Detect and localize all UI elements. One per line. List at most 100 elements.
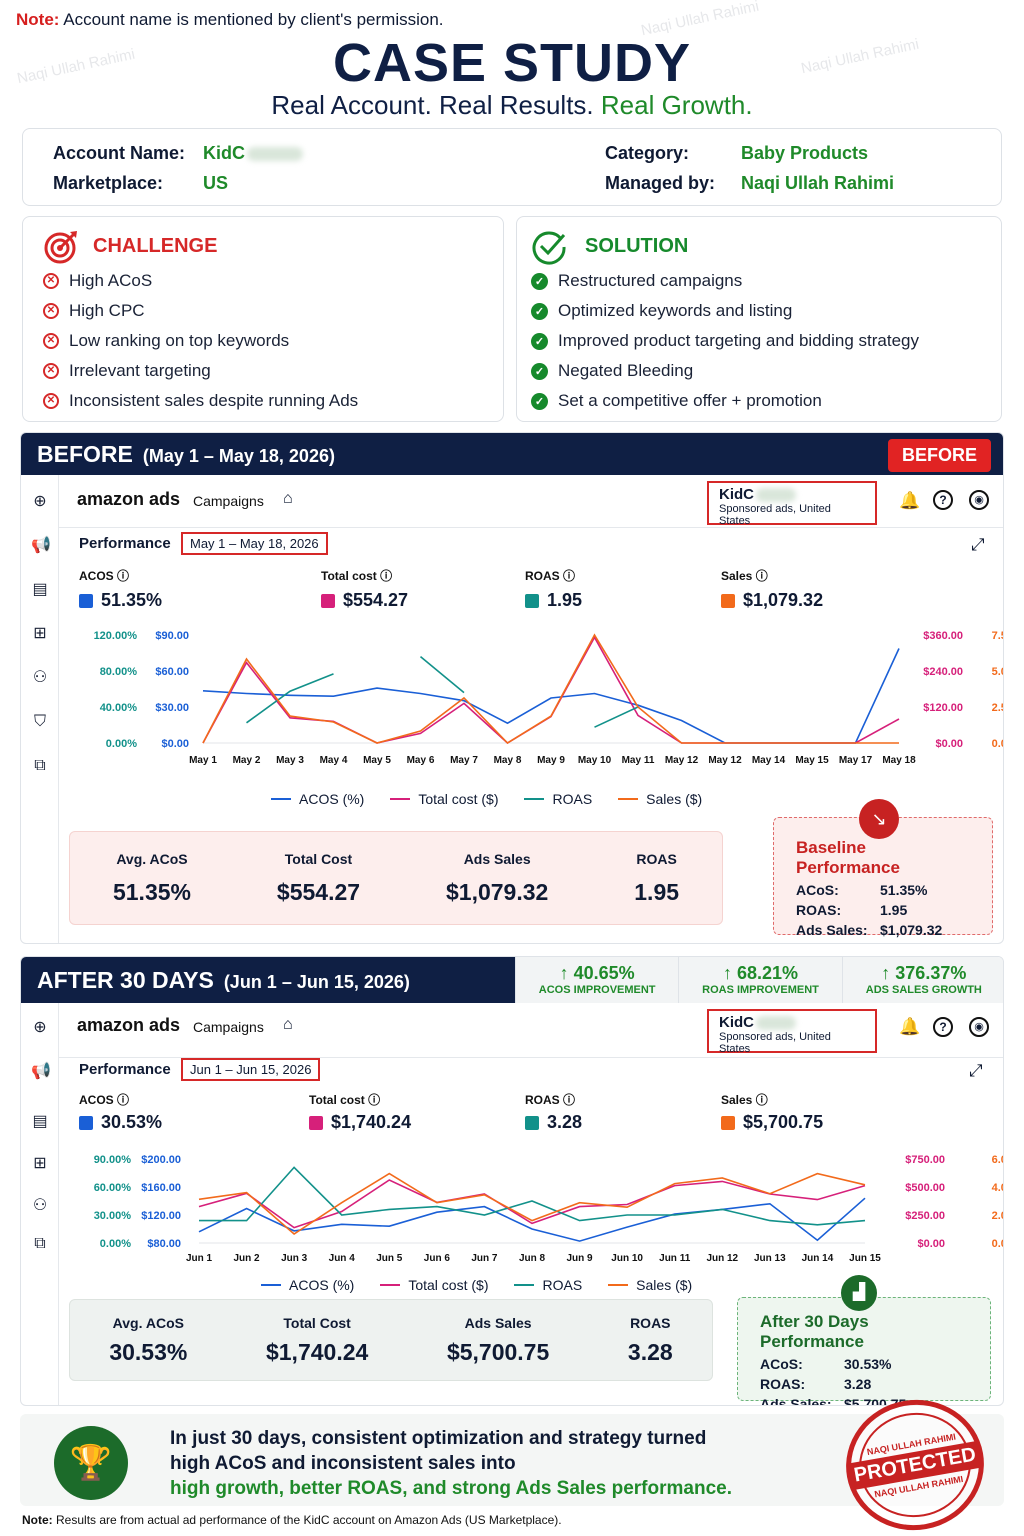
amazon-ads-logo[interactable]: amazon ads — [77, 489, 181, 509]
grid-icon[interactable]: ⊞ — [33, 1155, 47, 1172]
x-tick-label: May 15 — [795, 755, 829, 766]
add-icon[interactable]: ⊕ — [33, 493, 47, 510]
megaphone-icon[interactable]: 📢 — [31, 1063, 51, 1080]
series-line-sales — [198, 1172, 866, 1236]
challenge-item: ✕ Inconsistent sales despite running Ads — [43, 391, 358, 411]
x-circle-icon: ✕ — [43, 273, 59, 289]
gallery-icon[interactable]: ⧉ — [34, 1235, 46, 1252]
metric-acos: ACOS ⓘ 51.35% — [79, 569, 163, 610]
stat-acos-improvement: ↑ 40.65% ACOS IMPROVEMENT — [515, 957, 678, 1003]
legend-acos: ACOS (%) — [271, 791, 364, 807]
account-selector[interactable]: KidC Sponsored ads, United States — [707, 481, 877, 527]
roas-tick: 2.50 — [992, 702, 1004, 714]
cost-tick: $0.00 — [161, 738, 189, 750]
account-icon[interactable]: ◉ — [969, 490, 989, 510]
chart-down-icon: ↘ — [859, 799, 899, 839]
category-label: Category: — [605, 143, 690, 163]
sales-tick: $0.00 — [935, 738, 963, 750]
page-subtitle: Real Account. Real Results. Real Growth. — [271, 90, 753, 120]
date-range-picker[interactable]: Jun 1 – Jun 15, 2026 — [181, 1058, 321, 1081]
challenge-title: CHALLENGE — [93, 235, 218, 257]
date-range-picker[interactable]: May 1 – May 18, 2026 — [181, 532, 328, 555]
legend-acos: ACOS (%) — [261, 1277, 354, 1293]
metric-sales: Sales ⓘ $1,079.32 — [721, 569, 824, 610]
stat-roas-improvement: ↑ 68.21% ROAS IMPROVEMENT — [678, 957, 841, 1003]
clipboard-icon[interactable]: ▤ — [32, 581, 48, 598]
amazon-ads-logo[interactable]: amazon ads — [77, 1015, 181, 1035]
expand-icon[interactable]: ⤢ — [969, 1061, 983, 1080]
challenge-item: ✕ High CPC — [43, 301, 145, 321]
solution-item: ✓ Improved product targeting and bidding … — [531, 331, 919, 351]
after-dates: (Jun 1 – Jun 15, 2026) — [223, 972, 410, 992]
series-line-acos — [198, 1197, 866, 1242]
permission-note: Note: Account name is mentioned by clien… — [16, 10, 444, 29]
side-rail: ⊕ 📢 ▤ ⊞ ⚇ ⧉ — [21, 1003, 59, 1405]
roas-tick: 0.00 — [992, 738, 1004, 750]
improvement-stats: ↑ 40.65% ACOS IMPROVEMENT ↑ 68.21% ROAS IM… — [515, 957, 1003, 1003]
challenge-card: CHALLENGE ✕ High ACoS ✕ High CPC ✕ Low rank… — [22, 216, 504, 422]
after-panel: AFTER 30 DAYS (Jun 1 – Jun 15, 2026) ↑ 40… — [20, 956, 1004, 1406]
x-tick-label: May 4 — [320, 755, 348, 766]
series-line-acos — [202, 648, 900, 744]
metric-acos: ACOS ⓘ 30.53% — [79, 1093, 163, 1132]
sales-tick: $120.00 — [923, 702, 963, 714]
x-tick-label: May 10 — [578, 755, 612, 766]
x-circle-icon: ✕ — [43, 303, 59, 319]
bell-icon[interactable]: 🔔 — [899, 1017, 921, 1036]
x-tick-label: May 7 — [450, 755, 478, 766]
before-summary: Avg. ACoS 51.35% Total Cost $554.27 Ads Sa… — [69, 831, 723, 925]
add-icon[interactable]: ⊕ — [33, 1019, 47, 1036]
solution-item: ✓ Set a competitive offer + promotion — [531, 391, 822, 411]
bell-icon[interactable]: 🔔 — [899, 491, 921, 510]
gallery-icon[interactable]: ⧉ — [34, 757, 46, 774]
side-rail: ⊕ 📢 ▤ ⊞ ⚇ ⛉ ⧉ — [21, 475, 59, 943]
cost-tick: $60.00 — [155, 666, 189, 678]
sales-tick: $0.00 — [917, 1238, 945, 1250]
expand-icon[interactable]: ⤢ — [971, 535, 985, 554]
users-icon[interactable]: ⚇ — [32, 669, 48, 686]
cost-tick: $80.00 — [147, 1238, 181, 1250]
performance-label: Performance — [79, 535, 171, 552]
check-circle-icon — [532, 231, 566, 265]
help-icon[interactable]: ? — [933, 490, 953, 510]
metric-roas: ROAS ⓘ 1.95 — [525, 569, 583, 610]
roas-tick: 5.00 — [992, 666, 1004, 678]
legend-sales: Sales ($) — [618, 791, 702, 807]
campaigns-link[interactable]: Campaigns — [193, 493, 264, 509]
acos-tick: 80.00% — [100, 666, 138, 678]
before-title: BEFORE — [37, 441, 133, 467]
home-icon[interactable]: ⌂ — [283, 490, 293, 507]
series-line-roas — [199, 1166, 866, 1226]
x-tick-label: Jun 1 — [186, 1253, 213, 1264]
account-name-label: Account Name: — [53, 143, 186, 163]
check-icon: ✓ — [531, 272, 548, 290]
x-circle-icon: ✕ — [43, 393, 59, 409]
help-icon[interactable]: ? — [933, 1017, 953, 1037]
acos-tick: 0.00% — [100, 1238, 131, 1250]
challenge-item: ✕ Irrelevant targeting — [43, 361, 211, 381]
series-line-sales — [202, 633, 899, 745]
x-tick-label: Jun 5 — [376, 1253, 403, 1264]
megaphone-icon[interactable]: 📢 — [31, 537, 51, 554]
metric-total-cost: Total cost ⓘ $1,740.24 — [309, 1093, 412, 1132]
target-icon — [44, 231, 77, 264]
managed-by-label: Managed by: — [605, 173, 716, 193]
x-tick-label: May 18 — [882, 755, 916, 766]
clipboard-icon[interactable]: ▤ — [32, 1113, 48, 1130]
account-info-card: Account Name: KidC Marketplace: US Categ… — [22, 128, 1002, 206]
after-title: AFTER 30 DAYS — [37, 967, 214, 993]
after-summary: Avg. ACoS 30.53% Total Cost $1,740.24 Ads … — [69, 1299, 713, 1381]
check-icon: ✓ — [531, 332, 548, 350]
account-selector[interactable]: KidC Sponsored ads, United States — [707, 1009, 877, 1055]
x-tick-label: May 6 — [407, 755, 435, 766]
solution-item: ✓ Optimized keywords and listing — [531, 301, 792, 321]
marketplace-label: Marketplace: — [53, 173, 164, 193]
users-icon[interactable]: ⚇ — [32, 1197, 48, 1214]
home-icon[interactable]: ⌂ — [283, 1016, 293, 1033]
grid-icon[interactable]: ⊞ — [33, 625, 47, 642]
x-tick-label: Jun 4 — [329, 1253, 356, 1264]
shield-icon[interactable]: ⛉ — [33, 713, 46, 730]
account-icon[interactable]: ◉ — [969, 1017, 989, 1037]
x-tick-label: May 9 — [537, 755, 565, 766]
campaigns-link[interactable]: Campaigns — [193, 1019, 264, 1035]
